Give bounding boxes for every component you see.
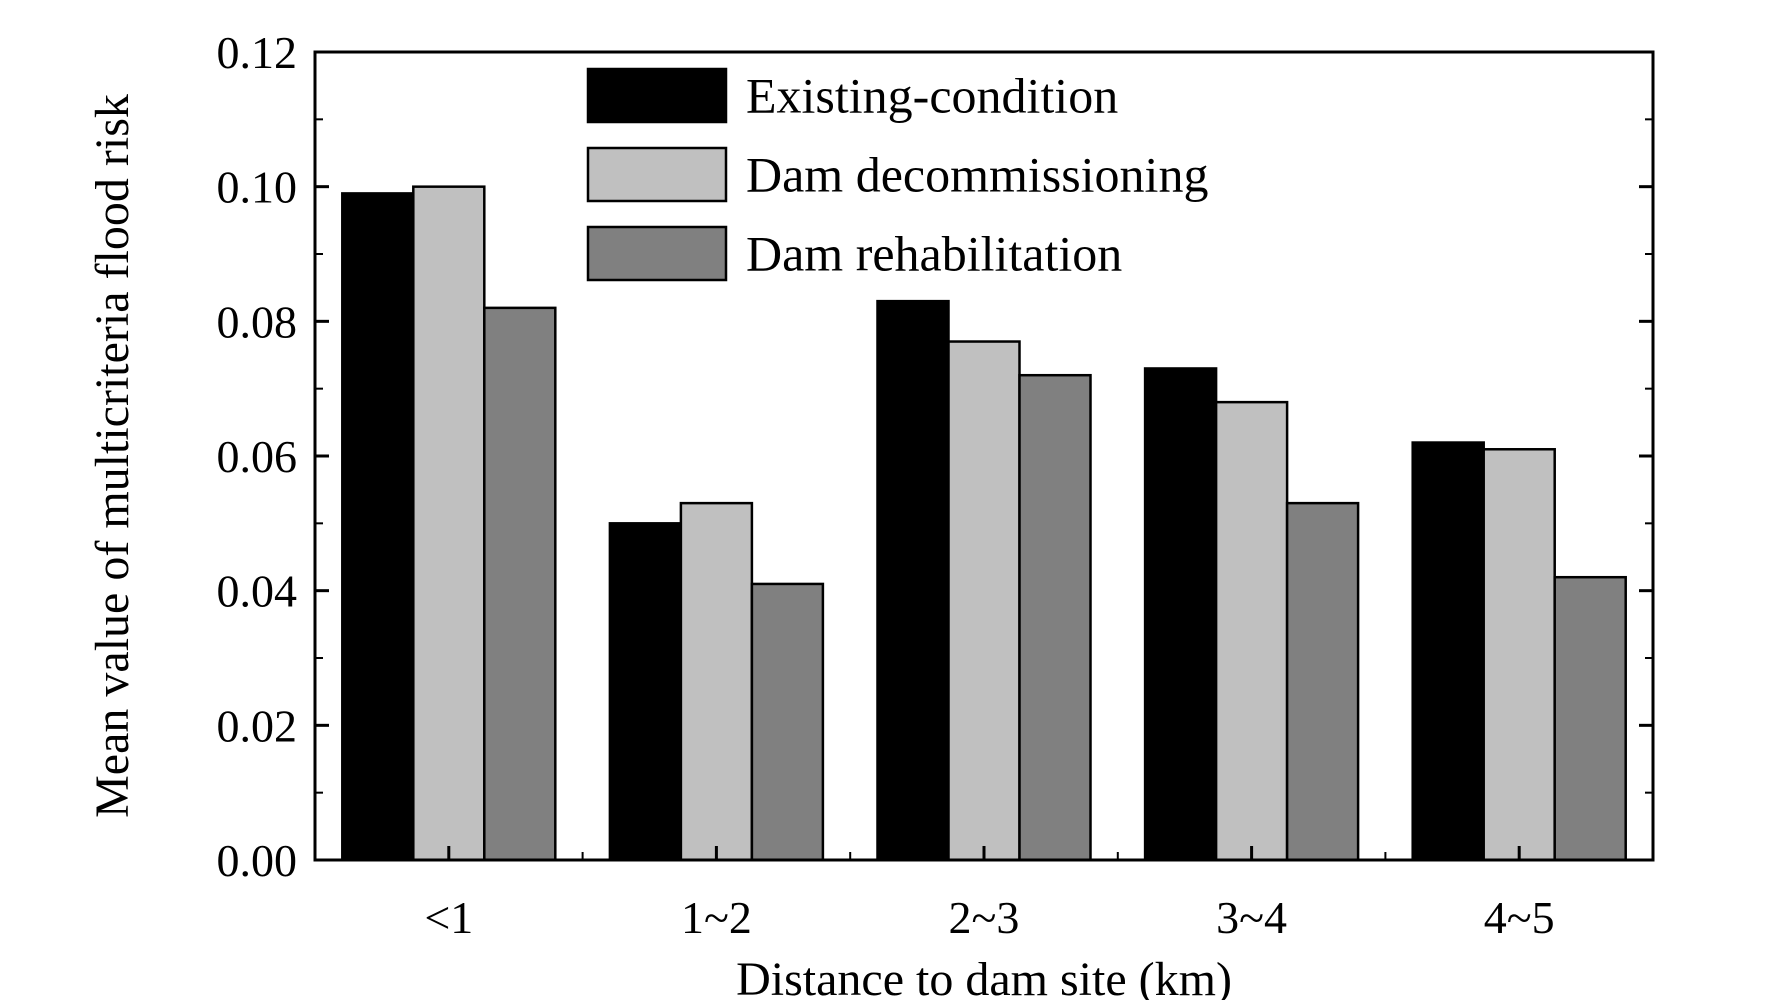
legend-swatch [586,146,728,203]
y-tick-label: 0.06 [217,431,298,482]
y-tick-label: 0.10 [217,162,298,213]
bar-dam-decommissioning-0 [412,185,486,862]
bars-layer [341,185,1627,862]
legend-label: Dam rehabilitation [746,226,1122,282]
bar-dam-rehabilitation-4 [1553,575,1627,862]
legend: Existing-condition Dam decommissioning Dam… [586,67,1208,282]
legend-swatch [586,67,728,124]
x-axis-title: Distance to dam site (km) [736,953,1232,1000]
bar-dam-decommissioning-3 [1214,400,1289,862]
bar-existing-condition-4 [1411,441,1485,862]
x-tick-label: 1~2 [681,892,752,943]
x-tick-label: <1 [424,892,473,943]
x-tick-label: 3~4 [1216,892,1287,943]
legend-label: Existing-condition [746,68,1118,124]
bar-dam-decommissioning-2 [947,340,1021,862]
legend-label: Dam decommissioning [746,147,1208,203]
bar-existing-condition-3 [1143,367,1218,862]
bar-dam-decommissioning-4 [1482,448,1556,862]
bar-existing-condition-2 [876,299,950,862]
y-tick-label: 0.12 [217,27,298,78]
x-tick-label: 2~3 [949,892,1020,943]
x-axis-ticks: <1 1~2 2~3 3~4 4~5 [424,846,1555,943]
y-tick-label: 0.04 [217,566,298,617]
y-tick-label: 0.00 [217,835,298,886]
bar-dam-rehabilitation-2 [1018,373,1092,862]
bar-dam-rehabilitation-1 [750,582,825,862]
bar-dam-rehabilitation-3 [1285,501,1360,862]
bar-dam-rehabilitation-0 [483,306,557,862]
bar-existing-condition-0 [341,192,415,862]
bar-dam-decommissioning-1 [679,501,754,862]
x-tick-label: 4~5 [1484,892,1555,943]
bar-existing-condition-1 [608,522,683,862]
y-axis-title: Mean value of multicriteria flood risk [86,94,139,818]
y-axis-ticks: 0.00 0.02 0.04 0.06 0.08 0.10 0.12 [217,27,1653,886]
legend-swatch [586,225,728,282]
y-tick-label: 0.02 [217,700,298,751]
y-tick-label: 0.08 [217,296,298,347]
